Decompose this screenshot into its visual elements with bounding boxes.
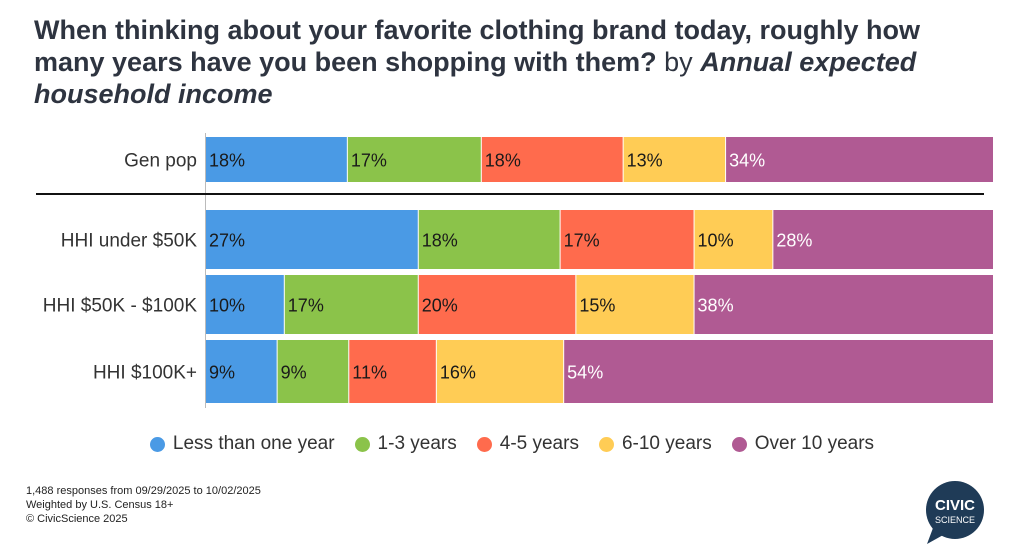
data-label: 11% — [352, 363, 387, 383]
legend-swatch — [476, 436, 492, 452]
bar-segment — [418, 275, 576, 334]
title-by: by — [664, 47, 693, 77]
footnote-weighting: Weighted by U.S. Census 18+ — [26, 499, 174, 511]
category-label: HHI $50K - $100K — [43, 296, 198, 317]
footnote-responses: 1,488 responses from 09/29/2025 to 10/02… — [26, 485, 261, 497]
bar-segment — [481, 137, 623, 182]
bar-segment — [206, 340, 277, 403]
data-label: 17% — [288, 296, 324, 316]
bar-segment — [576, 275, 694, 334]
legend-label: 1-3 years — [377, 433, 457, 454]
legend-item: Less than one year — [149, 433, 335, 455]
category-label: HHI $100K+ — [93, 363, 197, 384]
category-label: Gen pop — [124, 151, 197, 172]
logo-text-civic: CIVIC — [935, 497, 975, 514]
bar-segment — [436, 340, 564, 403]
bar-segment — [206, 137, 347, 182]
category-label: HHI under $50K — [61, 231, 198, 252]
bar-segment — [206, 275, 284, 334]
bar-segment — [564, 340, 993, 403]
data-label: 34% — [729, 151, 765, 171]
title-subtitle: Annual expected household income — [34, 47, 917, 109]
civicscience-logo: CIVIC SCIENCE — [926, 481, 984, 544]
data-label: 9% — [281, 363, 307, 383]
legend-label: 4-5 years — [499, 433, 579, 454]
title-main: When thinking about your favorite clothi… — [34, 15, 920, 77]
data-label: 38% — [698, 296, 734, 316]
data-label: 17% — [564, 231, 600, 251]
bar-segment — [623, 137, 726, 182]
data-label: 27% — [209, 231, 245, 251]
data-label: 10% — [209, 296, 245, 316]
legend-item: 6-10 years — [598, 433, 712, 455]
legend-item: Over 10 years — [731, 433, 875, 455]
data-label: 15% — [579, 296, 615, 316]
legend-item: 4-5 years — [476, 433, 579, 455]
data-label: 18% — [422, 231, 458, 251]
legend-label: Less than one year — [172, 433, 335, 454]
chart-legend: Less than one year 1-3 years 4-5 years 6-10… — [0, 433, 1024, 455]
legend-swatch — [354, 436, 370, 452]
data-label: 20% — [422, 296, 458, 316]
data-label: 17% — [351, 151, 387, 171]
data-label: 9% — [209, 363, 235, 383]
legend-label: Over 10 years — [754, 433, 875, 454]
bar-segment — [773, 210, 993, 269]
data-label: 54% — [567, 363, 603, 383]
bar-segment — [726, 137, 993, 182]
footnote-copyright: © CivicScience 2025 — [26, 513, 128, 525]
bar-segment — [418, 210, 560, 269]
legend-label: 6-10 years — [621, 433, 712, 454]
legend-swatch — [598, 436, 614, 452]
stacked-bar-chart: Gen pop 18% 17% 18% 13% 34% HHI under $50K 27% 1… — [36, 133, 993, 408]
data-label: 13% — [627, 151, 663, 171]
data-label: 18% — [485, 151, 521, 171]
bar-segment — [347, 137, 481, 182]
chart-title: When thinking about your favorite clothi… — [34, 14, 994, 110]
legend-swatch — [731, 436, 747, 452]
data-label: 18% — [209, 151, 245, 171]
bar-segment — [694, 275, 993, 334]
footnote: 1,488 responses from 09/29/2025 to 10/02… — [26, 484, 261, 526]
bar-segment — [560, 210, 694, 269]
bar-segment — [284, 275, 418, 334]
data-label: 28% — [776, 231, 812, 251]
data-label: 16% — [440, 363, 476, 383]
bar-segment — [694, 210, 773, 269]
bar-segment — [206, 210, 418, 269]
legend-item: 1-3 years — [354, 433, 457, 455]
logo-text-science: SCIENCE — [935, 515, 975, 525]
bar-segment — [349, 340, 436, 403]
legend-swatch — [149, 436, 165, 452]
bar-segment — [277, 340, 349, 403]
data-label: 10% — [698, 231, 734, 251]
